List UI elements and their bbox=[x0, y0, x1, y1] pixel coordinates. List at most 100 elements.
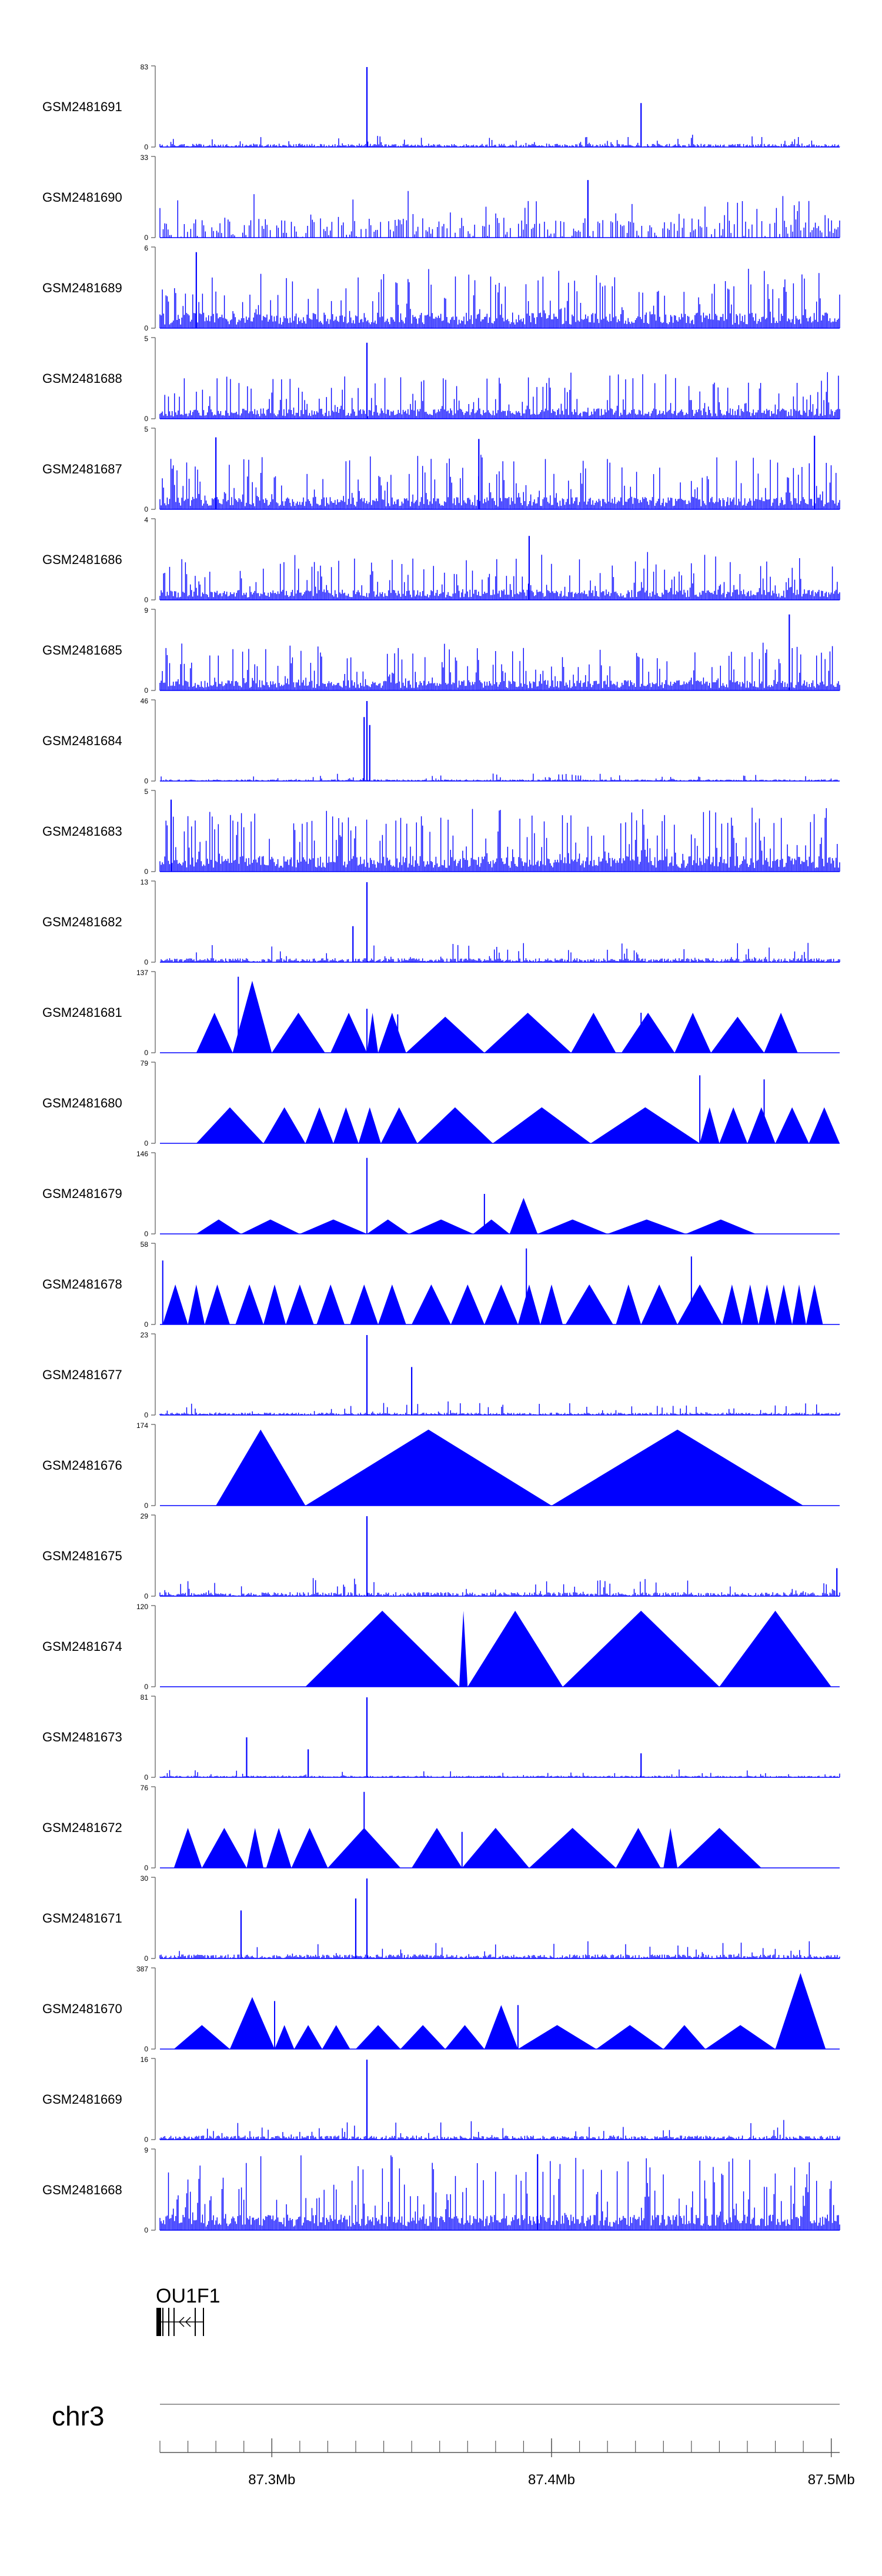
coverage-triangle bbox=[286, 1284, 314, 1324]
coverage-triangle bbox=[509, 1197, 538, 1234]
track-label: GSM2481681 bbox=[42, 1005, 122, 1020]
coverage-triangle bbox=[674, 1013, 711, 1053]
y-min-label: 0 bbox=[144, 2045, 148, 2053]
track-GSM2481691: GSM2481691 83 0 bbox=[42, 63, 840, 151]
y-max-label: 137 bbox=[136, 969, 148, 977]
y-min-label: 0 bbox=[144, 1592, 148, 1600]
tracks-group: GSM2481691830GSM2481690330GSM248168960GS… bbox=[42, 63, 840, 2234]
coverage-bars bbox=[159, 269, 840, 328]
y-min-label: 0 bbox=[144, 143, 148, 151]
coverage-bars bbox=[159, 1941, 840, 1958]
y-max-label: 4 bbox=[144, 516, 148, 524]
coverage-bars bbox=[159, 773, 840, 781]
coverage-triangle bbox=[607, 1219, 686, 1234]
track-label: GSM2481678 bbox=[42, 1277, 122, 1292]
y-min-label: 0 bbox=[144, 233, 148, 242]
coverage-triangle bbox=[380, 1107, 417, 1143]
coverage-triangle bbox=[484, 1013, 572, 1053]
coverage-triangle bbox=[529, 1828, 616, 1868]
track-GSM2481668: GSM2481668 9 0 bbox=[42, 2146, 840, 2234]
track-label: GSM2481688 bbox=[42, 371, 122, 386]
coverage-triangle bbox=[316, 1284, 345, 1324]
coverage-bars bbox=[159, 372, 840, 419]
coverage-bars bbox=[159, 1578, 840, 1596]
track-GSM2481684: GSM2481684 46 0 bbox=[42, 697, 840, 785]
coverage-triangle bbox=[596, 2025, 664, 2049]
coverage-bars bbox=[159, 1401, 840, 1415]
coverage-triangle bbox=[450, 1284, 485, 1324]
coverage-triangle bbox=[552, 1429, 804, 1506]
track-GSM2481669: GSM2481669 16 0 bbox=[42, 2056, 840, 2144]
coverage-triangle bbox=[232, 980, 272, 1053]
coverage-triangle bbox=[330, 1013, 368, 1053]
y-min-label: 0 bbox=[144, 1773, 148, 1781]
y-min-label: 0 bbox=[144, 867, 148, 876]
track-label: GSM2481670 bbox=[42, 2001, 122, 2016]
coverage-triangle bbox=[162, 1284, 188, 1324]
track-label: GSM2481668 bbox=[42, 2183, 122, 2197]
track-label: GSM2481687 bbox=[42, 462, 122, 476]
coverage-triangle bbox=[173, 1828, 202, 1868]
coverage-triangle bbox=[263, 1107, 306, 1143]
coverage-triangle bbox=[305, 1429, 552, 1506]
y-max-label: 58 bbox=[141, 1240, 149, 1249]
ideogram-track: chr3 bbox=[52, 2401, 840, 2431]
coverage-triangle bbox=[677, 1284, 723, 1324]
y-min-label: 0 bbox=[144, 1139, 148, 1147]
coverage-triangle bbox=[621, 1013, 675, 1053]
coverage-triangle bbox=[493, 1107, 591, 1143]
coverage-triangle bbox=[196, 1219, 241, 1234]
coverage-triangle bbox=[196, 1013, 233, 1053]
track-label: GSM2481673 bbox=[42, 1730, 122, 1744]
track-GSM2481690: GSM2481690 33 0 bbox=[42, 154, 840, 242]
coverage-triangle bbox=[235, 1284, 264, 1324]
coverage-triangle bbox=[719, 1610, 831, 1687]
coverage-triangle bbox=[792, 1284, 806, 1324]
axis-tick-label: 87.4Mb bbox=[528, 2472, 575, 2488]
coverage-bars bbox=[159, 943, 840, 962]
track-GSM2481676: GSM2481676 174 0 bbox=[42, 1422, 840, 1510]
coverage-triangle bbox=[663, 2025, 706, 2049]
track-label: GSM2481674 bbox=[42, 1639, 122, 1654]
coverage-triangle bbox=[409, 1219, 473, 1234]
track-label: GSM2481685 bbox=[42, 643, 122, 658]
track-GSM2481673: GSM2481673 81 0 bbox=[42, 1693, 840, 1781]
track-GSM2481671: GSM2481671 30 0 bbox=[42, 1874, 840, 1963]
track-label: GSM2481686 bbox=[42, 552, 122, 567]
track-GSM2481680: GSM2481680 79 0 bbox=[42, 1059, 840, 1147]
chromosome-label: chr3 bbox=[52, 2401, 104, 2431]
y-min-label: 0 bbox=[144, 1320, 148, 1329]
coverage-triangle bbox=[616, 1284, 642, 1324]
y-min-label: 0 bbox=[144, 324, 148, 332]
coverage-triangle bbox=[294, 2025, 322, 2049]
coverage-triangle bbox=[367, 1013, 379, 1053]
coverage-triangle bbox=[641, 1284, 678, 1324]
coverage-triangle bbox=[540, 1284, 563, 1324]
track-GSM2481687: GSM2481687 5 0 bbox=[42, 425, 840, 513]
coverage-triangle bbox=[417, 1107, 493, 1143]
coverage-triangle bbox=[517, 2025, 597, 2049]
coverage-triangle bbox=[240, 1219, 300, 1234]
y-max-label: 79 bbox=[141, 1059, 149, 1067]
track-label: GSM2481676 bbox=[42, 1458, 122, 1473]
coverage-triangle bbox=[722, 1284, 742, 1324]
track-label: GSM2481691 bbox=[42, 99, 122, 114]
coverage-triangle bbox=[205, 1284, 230, 1324]
track-GSM2481677: GSM2481677 23 0 bbox=[42, 1331, 840, 1419]
y-max-label: 146 bbox=[136, 1150, 148, 1158]
coverage-triangle bbox=[367, 1219, 409, 1234]
coverage-bars bbox=[159, 1769, 840, 1777]
coverage-triangle bbox=[663, 1828, 678, 1868]
track-GSM2481686: GSM2481686 4 0 bbox=[42, 516, 840, 604]
y-max-label: 23 bbox=[141, 1331, 149, 1339]
track-label: GSM2481675 bbox=[42, 1549, 122, 1563]
coverage-triangle bbox=[350, 1284, 379, 1324]
y-min-label: 0 bbox=[144, 958, 148, 966]
y-max-label: 76 bbox=[141, 1784, 149, 1792]
y-max-label: 29 bbox=[141, 1512, 149, 1520]
coverage-bars bbox=[159, 135, 840, 147]
coverage-triangle bbox=[473, 1219, 510, 1234]
coverage-triangle bbox=[333, 1107, 359, 1143]
y-min-label: 0 bbox=[144, 1230, 148, 1238]
coverage-triangle bbox=[467, 1610, 563, 1687]
